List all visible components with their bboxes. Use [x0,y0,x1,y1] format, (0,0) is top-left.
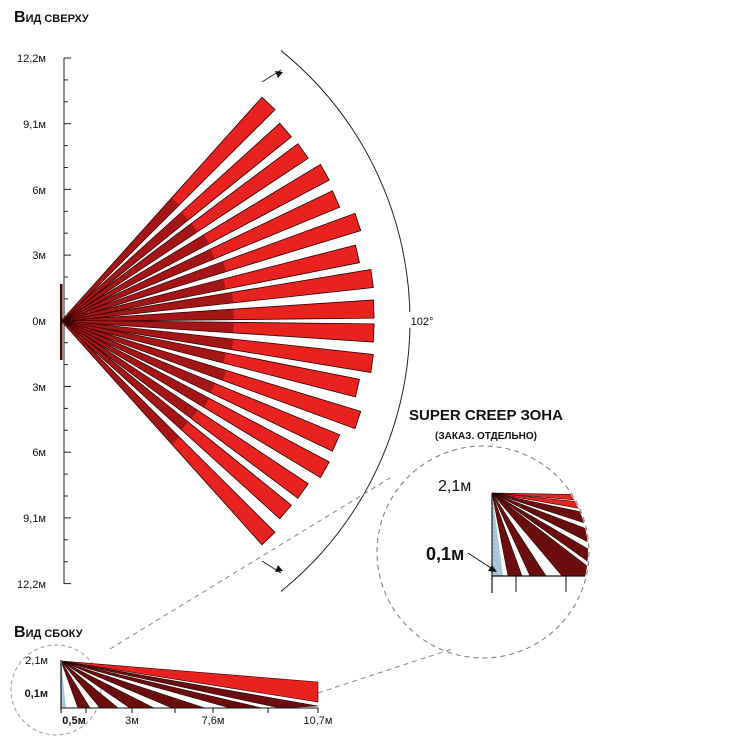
zoom-beam [491,492,588,571]
magnifier-connector-top [109,477,391,650]
distance-label-0-5: 0,5м [62,715,85,727]
distance-label-10-7: 10,7м [304,715,333,727]
zoom-beam [491,492,588,549]
creep-zone-title: SUPER CREEP ЗОНА [409,407,563,424]
side-height-label: 2,1м [25,655,48,667]
creep-zone-magnifier [376,445,590,659]
sensor-marker [60,284,63,360]
axis-label-bottom-3: 3м [32,382,46,394]
axis-label-bottom-12: 12,2м [17,579,46,591]
top-view-title: ВИД СВЕРХУ [14,9,89,26]
axis-label-bottom-6: 6м [32,447,46,459]
axis-label-top-9: 9,1м [23,119,46,131]
beam [61,320,276,546]
side-beam [62,660,319,709]
side-beam [62,660,319,703]
side-view-focus-circle [10,644,102,736]
zoom-beam [491,492,588,529]
axis-label-top-6: 6м [32,185,46,197]
creep-zone-subtitle: (ЗАКАЗ. ОТДЕЛЬНО) [435,431,537,442]
creep-height-label: 2,1м [438,478,471,495]
distance-label-7-6: 7,6м [202,715,225,727]
creep-zone-area [492,493,503,576]
side-view-title: ВИД СБОКУ [14,624,83,641]
axis-label-top-12: 12,2м [17,53,46,65]
side-low-label: 0,1м [25,688,48,700]
top-view-axis-labels: 12,2м 9,1м 6м 3м 0м 3м 6м 9,1м 12,2м [17,53,46,591]
side-view-profile [60,660,319,713]
distance-label-3: 3м [125,715,139,727]
zoom-beam [491,492,588,513]
axis-label-top-3: 3м [32,250,46,262]
axis-label-bottom-9: 9,1м [23,513,46,525]
magnifier-connector-bottom [317,647,456,694]
detection-beams [61,96,375,546]
creep-low-label: 0,1м [426,544,464,564]
coverage-angle-label: 102° [411,316,434,328]
axis-label-zero: 0м [32,316,46,328]
